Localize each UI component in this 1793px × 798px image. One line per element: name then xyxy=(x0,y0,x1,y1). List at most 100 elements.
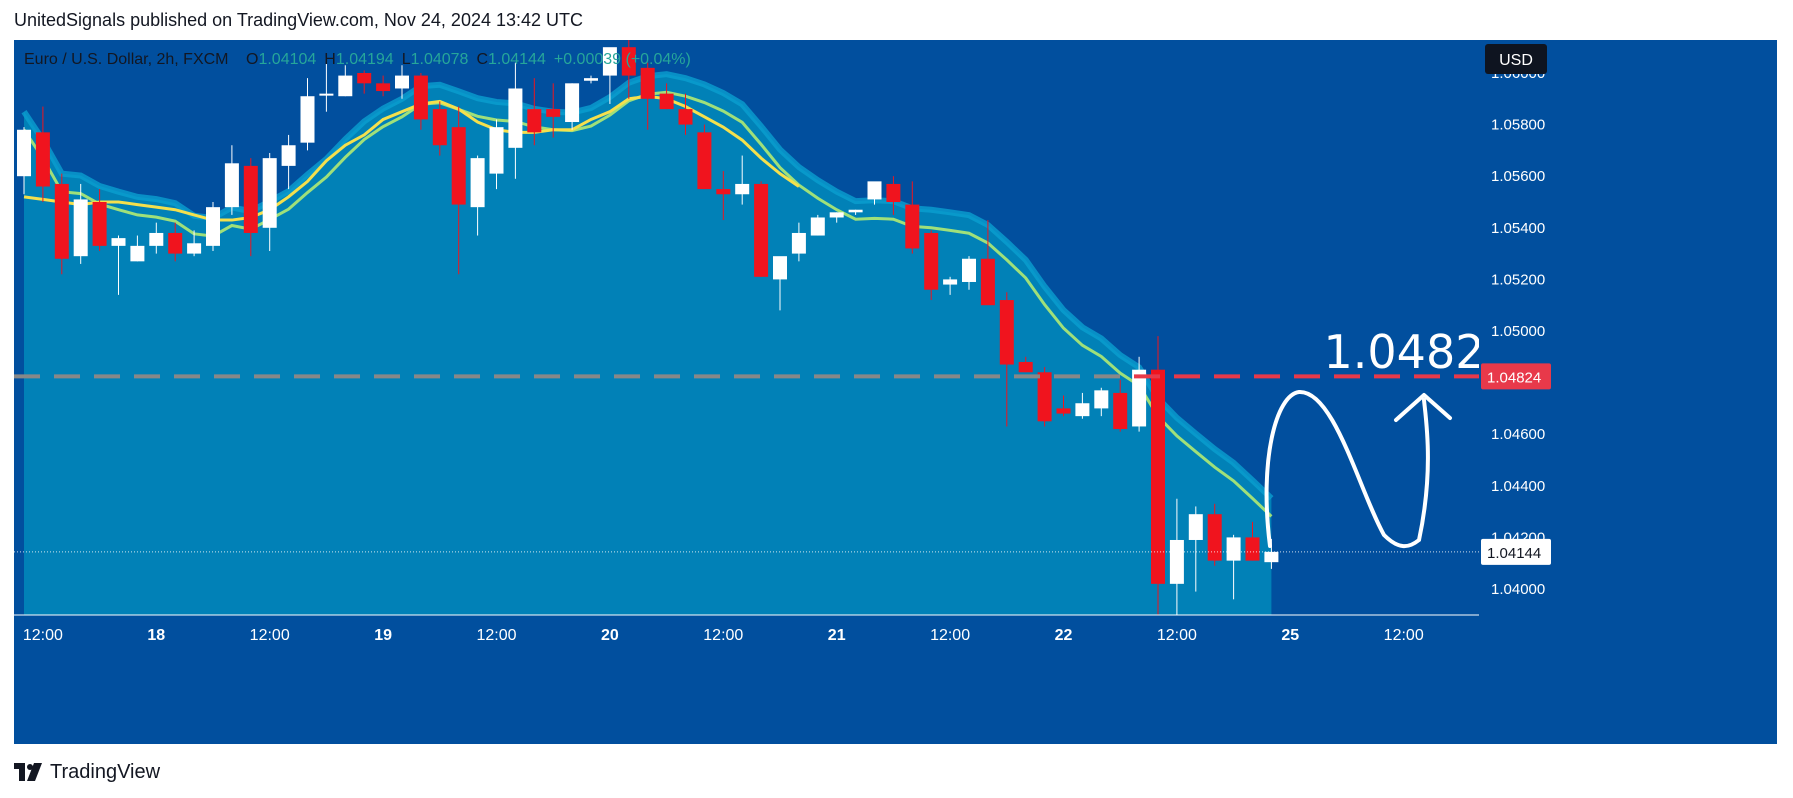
candle[interactable] xyxy=(413,73,428,130)
candle[interactable] xyxy=(546,83,561,138)
candle[interactable] xyxy=(640,62,655,130)
candle-body xyxy=(262,158,277,228)
candle[interactable] xyxy=(111,235,126,295)
candle-body xyxy=(1151,369,1165,584)
candle[interactable] xyxy=(621,40,636,99)
candle-body xyxy=(565,83,580,123)
candle[interactable] xyxy=(432,101,447,156)
candle[interactable] xyxy=(470,155,485,236)
candle[interactable] xyxy=(697,124,712,190)
candle[interactable] xyxy=(1169,498,1184,628)
candle[interactable] xyxy=(35,106,50,202)
candle[interactable] xyxy=(168,222,183,262)
candle[interactable] xyxy=(54,173,69,275)
candle-body xyxy=(735,183,750,195)
candle[interactable] xyxy=(867,181,882,205)
candle[interactable] xyxy=(1226,534,1241,600)
candle-body xyxy=(584,78,598,81)
candle[interactable] xyxy=(716,171,731,221)
candle[interactable] xyxy=(602,47,617,104)
candle[interactable] xyxy=(300,78,315,151)
legend-low-label: L xyxy=(402,51,411,68)
candle-body xyxy=(1075,403,1090,417)
candle[interactable] xyxy=(1207,503,1222,566)
candle[interactable] xyxy=(130,235,145,262)
candle[interactable] xyxy=(829,212,844,223)
legend-high-label: H xyxy=(324,51,336,68)
candle[interactable] xyxy=(1075,392,1090,419)
candle[interactable] xyxy=(678,93,693,135)
candle-body xyxy=(357,73,372,84)
candle[interactable] xyxy=(754,181,769,277)
candle[interactable] xyxy=(659,83,674,110)
candle[interactable] xyxy=(886,176,901,215)
candle-body xyxy=(943,279,958,285)
candle[interactable] xyxy=(1018,356,1033,373)
candle[interactable] xyxy=(376,75,391,97)
candle[interactable] xyxy=(489,119,504,190)
candle[interactable] xyxy=(565,83,580,130)
candle[interactable] xyxy=(584,75,598,84)
candle[interactable] xyxy=(735,155,750,205)
tradingview-brand[interactable]: TradingView xyxy=(14,760,160,784)
candle[interactable] xyxy=(319,57,334,112)
candle[interactable] xyxy=(791,222,806,262)
y-tick-label: 1.05400 xyxy=(1491,220,1545,237)
candle[interactable] xyxy=(924,230,939,301)
candle-body xyxy=(754,183,769,277)
candle[interactable] xyxy=(395,65,409,99)
candle[interactable] xyxy=(1245,521,1260,561)
candle[interactable] xyxy=(773,256,787,311)
candle-body xyxy=(621,47,636,76)
candle-body xyxy=(678,109,693,125)
candle[interactable] xyxy=(1094,387,1109,417)
candle-body xyxy=(130,245,145,262)
candle-body xyxy=(924,232,939,290)
candle-body xyxy=(527,109,542,133)
candle-body xyxy=(1018,361,1033,373)
candle[interactable] xyxy=(1188,506,1203,592)
candle[interactable] xyxy=(243,158,258,257)
candle[interactable] xyxy=(17,127,31,195)
level-price-tag: 1.04824 xyxy=(1481,363,1551,390)
candle[interactable] xyxy=(1132,356,1147,432)
candle-body xyxy=(829,212,844,218)
candle[interactable] xyxy=(73,183,88,264)
candle[interactable] xyxy=(943,276,958,295)
candle[interactable] xyxy=(1113,380,1128,432)
candle[interactable] xyxy=(527,78,542,146)
candle[interactable] xyxy=(357,70,372,94)
candle-body xyxy=(281,145,296,166)
candle[interactable] xyxy=(187,230,202,257)
candle[interactable] xyxy=(980,220,995,306)
currency-button[interactable]: USD xyxy=(1485,44,1547,74)
candle[interactable] xyxy=(1056,395,1071,417)
candle[interactable] xyxy=(1037,367,1052,427)
candle[interactable] xyxy=(451,106,466,275)
candle[interactable] xyxy=(810,214,825,236)
candle-body xyxy=(470,158,485,208)
candle[interactable] xyxy=(1151,336,1165,628)
candle[interactable] xyxy=(149,222,164,254)
candle[interactable] xyxy=(962,256,976,290)
candle-body xyxy=(319,93,334,96)
x-tick-label: 18 xyxy=(147,627,165,644)
x-tick-label: 12:00 xyxy=(930,627,970,644)
candle[interactable] xyxy=(262,152,277,252)
candle-body xyxy=(697,132,712,190)
chart-panel[interactable]: 1.0482 1.060001.058001.056001.054001.052… xyxy=(14,40,1777,744)
candle[interactable] xyxy=(338,65,353,97)
candle[interactable] xyxy=(281,134,296,190)
candle[interactable] xyxy=(999,292,1014,427)
candle[interactable] xyxy=(92,189,107,252)
candle[interactable] xyxy=(224,145,239,215)
x-tick-label: 22 xyxy=(1055,627,1073,644)
candle[interactable] xyxy=(508,62,523,179)
y-tick-label: 1.05200 xyxy=(1491,271,1545,288)
legend-close-value: 1.04144 xyxy=(488,51,546,68)
candle[interactable] xyxy=(848,209,863,215)
candle[interactable] xyxy=(905,181,920,254)
price-chart[interactable]: 1.0482 1.060001.058001.056001.054001.052… xyxy=(14,40,1777,744)
candle[interactable] xyxy=(206,202,220,252)
y-tick-label: 1.04000 xyxy=(1491,581,1545,598)
